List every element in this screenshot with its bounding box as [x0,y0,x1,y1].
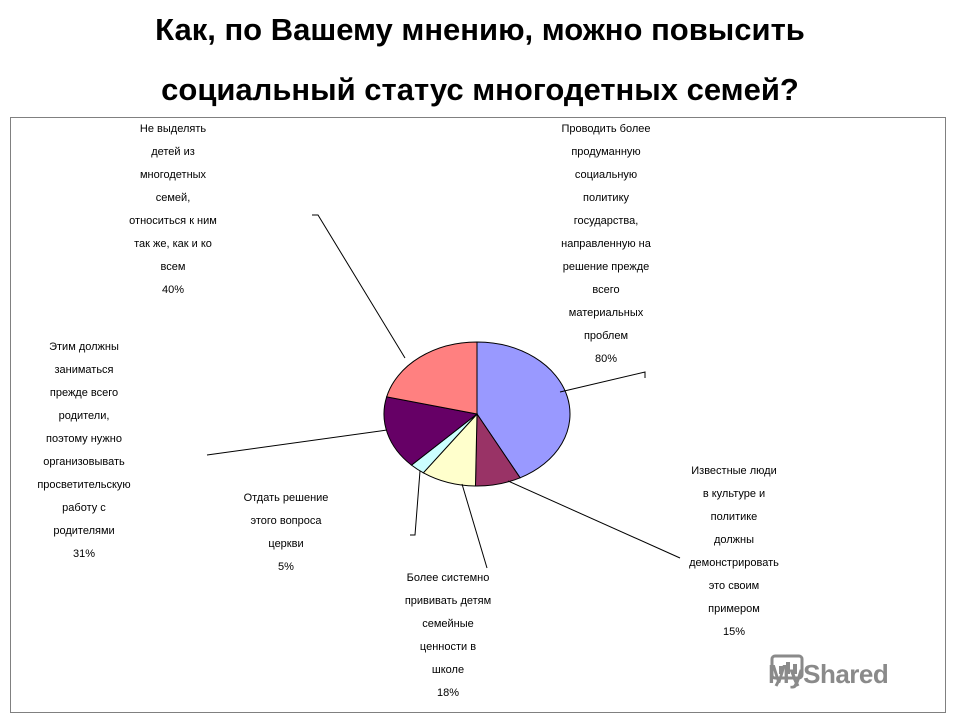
slice-label-2: Более системно прививать детям семейные … [404,572,492,699]
leader-line-5 [312,214,406,359]
pie-slice-4 [383,396,479,466]
pie-slice-0 [476,341,571,479]
slice-label-1: Известные люди в культуре и политике дол… [689,465,779,638]
slice-label-4: Этим должны заниматься прежде всего роди… [37,341,131,560]
leader-line-2 [461,483,488,569]
slice-label-3: Отдать решение этого вопроса церкви 5% [243,492,329,573]
leader-line-1 [507,480,681,559]
leader-line-3 [410,470,421,536]
slice-label-5: Не выделять детей из многодетных семей, … [129,123,217,296]
slice-label-0: Проводить более продуманную социальную п… [561,123,651,365]
chart-title-line-2: социальный статус многодетных семей? [161,72,799,107]
chart-title-line-1: Как, по Вашему мнению, можно повысить [155,12,805,47]
watermark: MyShared [768,652,938,696]
leader-line-0 [559,371,646,393]
leader-line-4 [206,429,388,456]
presentation-board-icon [770,654,804,687]
pie-slice-5 [386,341,478,415]
